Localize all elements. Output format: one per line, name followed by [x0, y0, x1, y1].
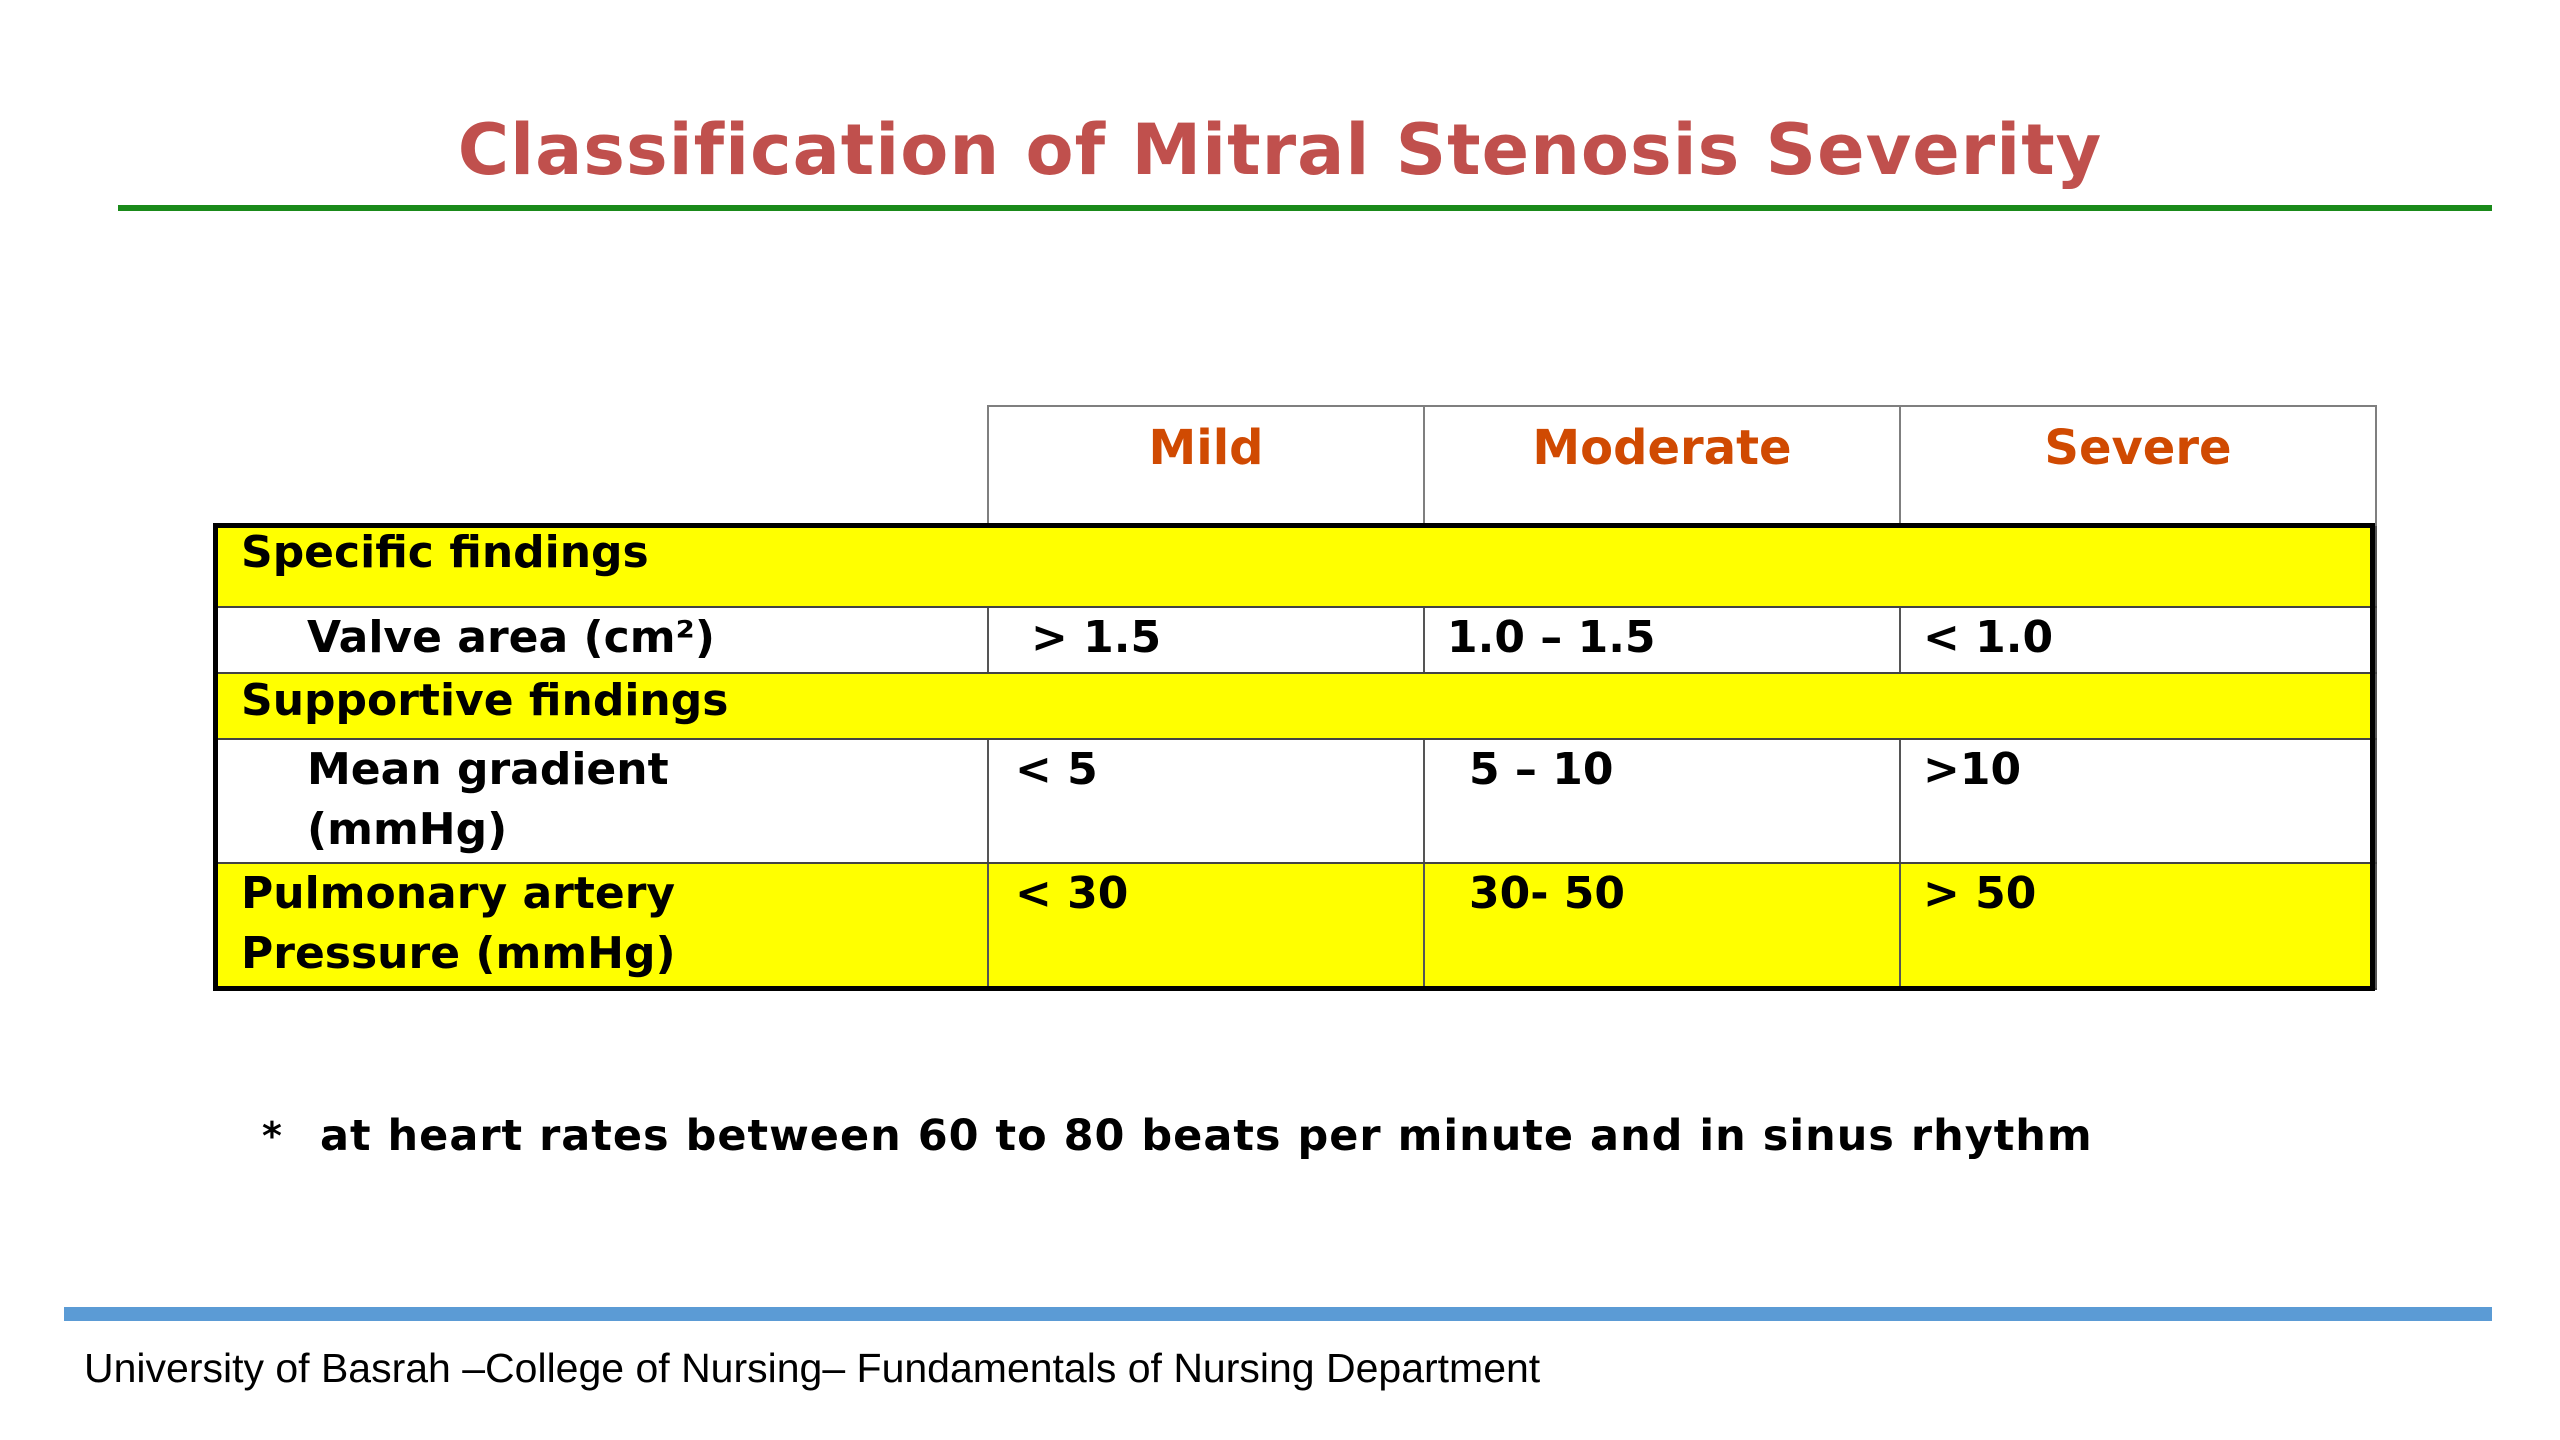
- header-moderate: Moderate: [1423, 405, 1901, 525]
- severity-table-container: Mild Moderate Severe Specific findings V…: [213, 405, 2377, 990]
- cell-mean-gradient-severe: >10: [1899, 739, 2377, 864]
- row-label-pulmonary-pressure: Pulmonary artery Pressure (mmHg): [213, 863, 989, 990]
- slide-title: Classification of Mitral Stenosis Severi…: [457, 109, 2103, 191]
- footer-divider: [64, 1307, 2492, 1321]
- row-label-valve-area: Valve area (cm²): [213, 607, 989, 674]
- title-divider: [118, 205, 2492, 211]
- section-label-specific: Specific findings: [213, 524, 2377, 608]
- row-label-pulmonary-line1: Pulmonary artery: [241, 868, 676, 919]
- table-header-row: Mild Moderate Severe: [214, 405, 2377, 525]
- cell-valve-area-mild: > 1.5: [987, 607, 1425, 674]
- row-label-mean-gradient-line2: (mmHg): [307, 804, 508, 855]
- cell-valve-area-moderate: 1.0 – 1.5: [1423, 607, 1901, 674]
- header-mild: Mild: [987, 405, 1425, 525]
- header-severe: Severe: [1899, 405, 2377, 525]
- cell-mean-gradient-mild: < 5: [987, 739, 1425, 864]
- footnote-text: at heart rates between 60 to 80 beats pe…: [320, 1111, 2093, 1161]
- row-label-pulmonary-line2: Pressure (mmHg): [241, 928, 676, 979]
- section-row-supportive: Supportive findings: [213, 672, 2377, 740]
- cell-valve-area-severe: < 1.0: [1899, 607, 2377, 674]
- cell-pulmonary-moderate: 30- 50: [1423, 863, 1901, 990]
- header-blank-cell: [214, 406, 988, 525]
- footnote-marker: *: [262, 1114, 283, 1158]
- section-row-specific: Specific findings: [213, 524, 2377, 608]
- footnote: * at heart rates between 60 to 80 beats p…: [262, 1108, 2093, 1164]
- table-row-pulmonary-pressure: Pulmonary artery Pressure (mmHg) < 30 30-…: [213, 863, 2377, 990]
- section-label-supportive: Supportive findings: [213, 672, 2377, 740]
- cell-mean-gradient-moderate: 5 – 10: [1423, 739, 1901, 864]
- table-row-mean-gradient: Mean gradient (mmHg) < 5 5 – 10 >10: [213, 739, 2377, 864]
- footer-institution: University of Basrah –College of Nursing…: [84, 1345, 1541, 1391]
- table-row-valve-area: Valve area (cm²) > 1.5 1.0 – 1.5 < 1.0: [213, 607, 2377, 674]
- cell-pulmonary-severe: > 50: [1899, 863, 2377, 990]
- cell-pulmonary-mild: < 30: [987, 863, 1425, 990]
- row-label-mean-gradient-line1: Mean gradient: [307, 744, 669, 795]
- row-label-mean-gradient: Mean gradient (mmHg): [213, 739, 989, 864]
- severity-table: Mild Moderate Severe Specific findings V…: [213, 405, 2377, 990]
